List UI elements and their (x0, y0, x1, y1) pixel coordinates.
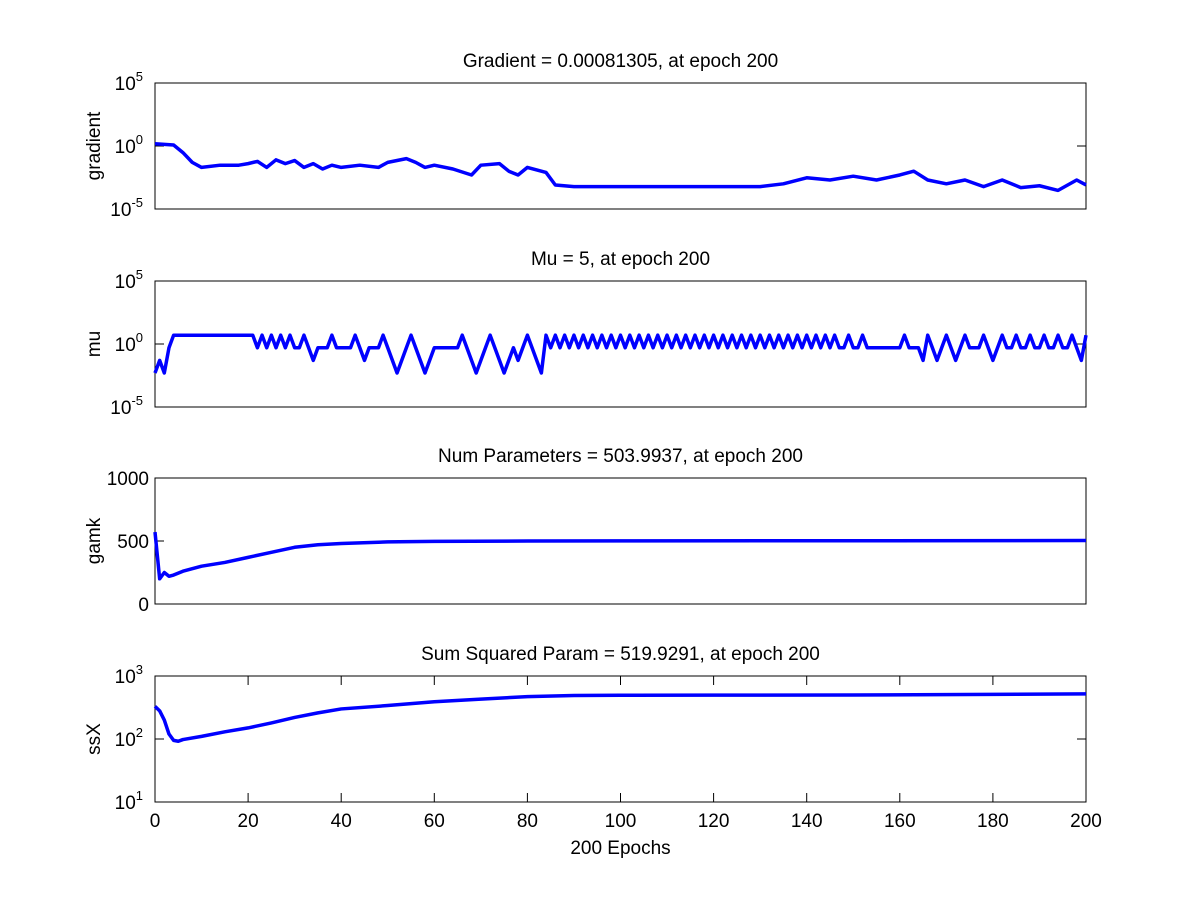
y-axis-label: ssX (84, 723, 105, 755)
tick-exponent: -5 (131, 393, 143, 408)
data-line (153, 531, 1087, 581)
y-tick-label: 100 (115, 330, 143, 356)
y-tick-label: 1000 (107, 469, 149, 490)
y-axis-label: gradient (84, 111, 105, 180)
x-tick-label: 140 (791, 811, 823, 832)
y-axis-label: gamk (84, 517, 105, 564)
tick-exponent: 2 (136, 725, 143, 740)
y-tick-label: 101 (115, 788, 143, 814)
x-tick-label: 60 (424, 811, 445, 832)
tick-base: 10 (115, 793, 136, 814)
y-tick-label: 100 (115, 132, 143, 158)
chart-title: Mu = 5, at epoch 200 (531, 249, 710, 270)
tick-base: 10 (115, 730, 136, 751)
x-tick-label: 0 (150, 811, 161, 832)
y-tick-label: 10-5 (110, 393, 143, 419)
x-tick-label: 180 (977, 811, 1009, 832)
tick-base: 10 (110, 200, 131, 221)
x-tick-label: 80 (517, 811, 538, 832)
tick-base: 10 (115, 667, 136, 688)
tick-base: 10 (115, 137, 136, 158)
y-tick-label: 105 (115, 267, 143, 293)
tick-base: 10 (115, 335, 136, 356)
tick-base: 10 (110, 398, 131, 419)
chart-title: Gradient = 0.00081305, at epoch 200 (463, 51, 778, 72)
tick-exponent: 1 (136, 788, 143, 803)
x-axis-label: 200 Epochs (570, 838, 670, 859)
x-tick-label: 200 (1070, 811, 1102, 832)
y-axis-label: mu (84, 331, 105, 357)
tick-base: 10 (115, 272, 136, 293)
data-line (153, 333, 1088, 375)
y-tick-label: 102 (115, 725, 143, 751)
data-line (154, 142, 1087, 193)
x-tick-label: 160 (884, 811, 916, 832)
tick-exponent: 0 (136, 330, 143, 345)
y-tick-label: 500 (117, 532, 149, 553)
x-tick-label: 40 (331, 811, 352, 832)
x-tick-label: 20 (238, 811, 259, 832)
y-tick-label: 10-5 (110, 195, 143, 221)
tick-exponent: 3 (136, 662, 143, 677)
data-line (153, 692, 1087, 744)
tick-base: 10 (115, 74, 136, 95)
chart-title: Sum Squared Param = 519.9291, at epoch 2… (421, 644, 820, 665)
x-tick-label: 100 (605, 811, 637, 832)
tick-exponent: -5 (131, 195, 143, 210)
y-tick-label: 103 (115, 662, 143, 688)
y-tick-label: 0 (138, 595, 149, 616)
tick-exponent: 5 (136, 69, 143, 84)
y-tick-label: 105 (115, 69, 143, 95)
chart-title: Num Parameters = 503.9937, at epoch 200 (438, 446, 803, 467)
x-tick-label: 120 (698, 811, 730, 832)
tick-exponent: 5 (136, 267, 143, 282)
tick-exponent: 0 (136, 132, 143, 147)
